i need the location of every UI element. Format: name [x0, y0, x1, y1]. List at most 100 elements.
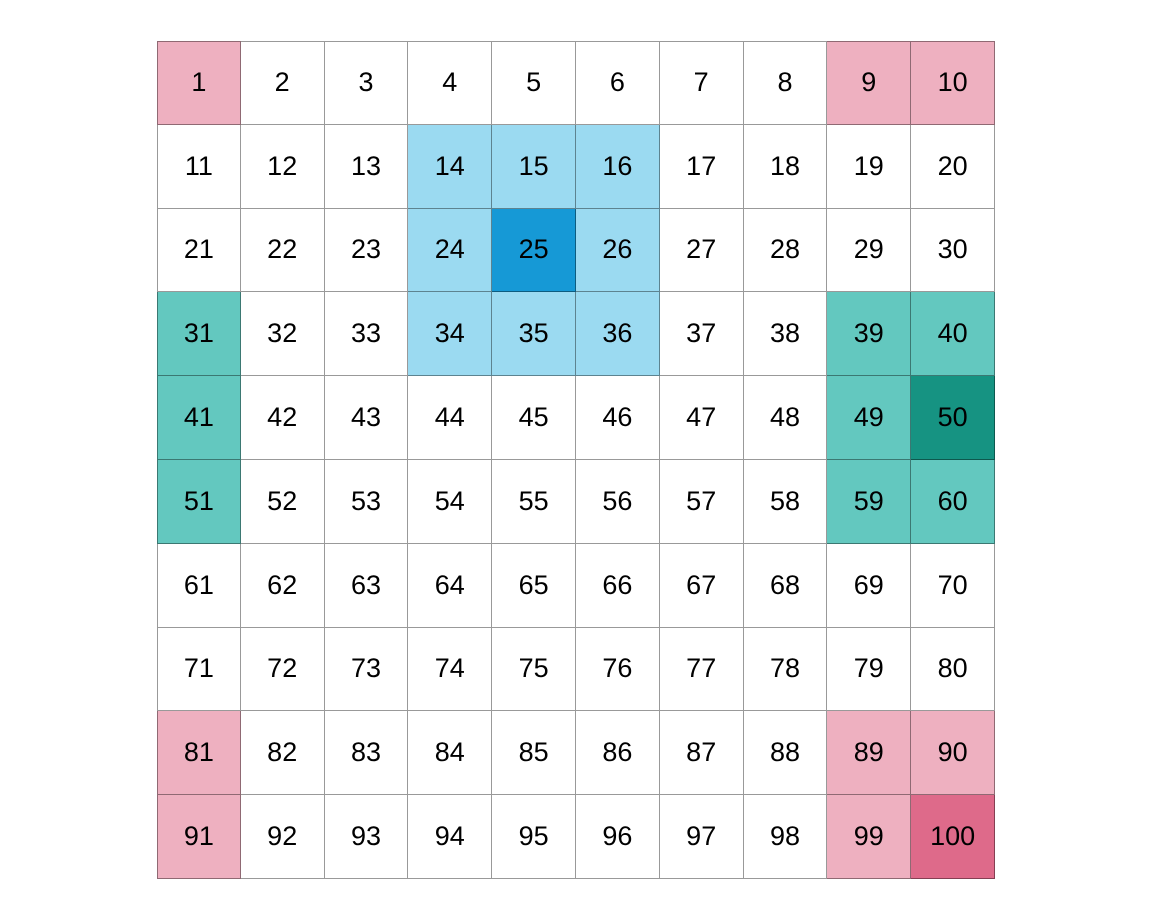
grid-cell: 70	[911, 543, 995, 628]
grid-cell: 77	[659, 627, 744, 712]
grid-cell: 85	[492, 711, 576, 796]
grid-cell: 94	[408, 795, 493, 879]
grid-cell: 2	[240, 41, 325, 125]
grid-cell: 38	[743, 292, 828, 377]
grid-cell: 51	[157, 460, 241, 544]
grid-cell: 55	[492, 460, 576, 544]
grid-cell: 22	[240, 208, 325, 293]
grid-cell: 49	[827, 376, 912, 460]
grid-cell: 100	[911, 795, 995, 879]
grid-cell: 41	[157, 376, 241, 460]
grid-cell: 32	[240, 292, 325, 377]
grid-cell: 89	[827, 711, 912, 796]
grid-cell: 29	[827, 208, 912, 293]
grid-cell: 34	[408, 292, 493, 377]
grid-cell: 87	[659, 711, 744, 796]
grid-cell: 26	[576, 208, 660, 293]
grid-cell: 48	[743, 376, 828, 460]
grid-cell: 96	[576, 795, 660, 879]
grid-cell: 11	[157, 124, 241, 209]
grid-cell: 15	[492, 124, 576, 209]
grid-cell: 95	[492, 795, 576, 879]
grid-cell: 68	[743, 543, 828, 628]
grid-cell: 19	[827, 124, 912, 209]
grid-cell: 16	[576, 124, 660, 209]
grid-cell: 50	[911, 376, 995, 460]
grid-cell: 64	[408, 543, 493, 628]
grid-cell: 46	[576, 376, 660, 460]
grid-cell: 71	[157, 627, 241, 712]
grid-cell: 98	[743, 795, 828, 879]
grid-cell: 82	[240, 711, 325, 796]
grid-cell: 20	[911, 124, 995, 209]
grid-cell: 28	[743, 208, 828, 293]
grid-cell: 3	[324, 41, 409, 125]
grid-cell: 84	[408, 711, 493, 796]
grid-cell: 27	[659, 208, 744, 293]
grid-cell: 35	[492, 292, 576, 377]
grid-cell: 25	[492, 208, 576, 293]
grid-cell: 30	[911, 208, 995, 293]
grid-cell: 21	[157, 208, 241, 293]
number-grid: 1 2 3 4 5 6 7 8 9 10 11 12 13 14 15 16 17 18 19 20 21 22 23 24 2…	[157, 41, 995, 879]
grid-cell: 23	[324, 208, 409, 293]
grid-cell: 37	[659, 292, 744, 377]
grid-cell: 4	[408, 41, 493, 125]
grid-cell: 74	[408, 627, 493, 712]
grid-cell: 10	[911, 41, 995, 125]
grid-cell: 54	[408, 460, 493, 544]
grid-cell: 42	[240, 376, 325, 460]
grid-cell: 67	[659, 543, 744, 628]
grid-cell: 88	[743, 711, 828, 796]
grid-cell: 62	[240, 543, 325, 628]
grid-cell: 73	[324, 627, 409, 712]
grid-cell: 78	[743, 627, 828, 712]
grid-cell: 45	[492, 376, 576, 460]
grid-cell: 33	[324, 292, 409, 377]
grid-cell: 31	[157, 292, 241, 377]
grid-cell: 57	[659, 460, 744, 544]
grid-cell: 53	[324, 460, 409, 544]
grid-cell: 83	[324, 711, 409, 796]
grid-cell: 56	[576, 460, 660, 544]
grid-cell: 99	[827, 795, 912, 879]
grid-cell: 44	[408, 376, 493, 460]
grid-cell: 65	[492, 543, 576, 628]
grid-cell: 39	[827, 292, 912, 377]
grid-cell: 66	[576, 543, 660, 628]
grid-cell: 7	[659, 41, 744, 125]
grid-cell: 63	[324, 543, 409, 628]
grid-cell: 1	[157, 41, 241, 125]
grid-cell: 69	[827, 543, 912, 628]
grid-cell: 86	[576, 711, 660, 796]
grid-cell: 60	[911, 460, 995, 544]
grid-cell: 75	[492, 627, 576, 712]
grid-cell: 40	[911, 292, 995, 377]
grid-cell: 8	[743, 41, 828, 125]
grid-cell: 14	[408, 124, 493, 209]
grid-cell: 79	[827, 627, 912, 712]
grid-cell: 47	[659, 376, 744, 460]
grid-cell: 90	[911, 711, 995, 796]
grid-cell: 6	[576, 41, 660, 125]
grid-cell: 36	[576, 292, 660, 377]
grid-cell: 43	[324, 376, 409, 460]
grid-cell: 91	[157, 795, 241, 879]
grid-cell: 80	[911, 627, 995, 712]
grid-cell: 9	[827, 41, 912, 125]
grid-cell: 61	[157, 543, 241, 628]
grid-cell: 72	[240, 627, 325, 712]
grid-cell: 13	[324, 124, 409, 209]
grid-cell: 58	[743, 460, 828, 544]
grid-cell: 76	[576, 627, 660, 712]
grid-cell: 24	[408, 208, 493, 293]
grid-cell: 59	[827, 460, 912, 544]
grid-cell: 52	[240, 460, 325, 544]
grid-cell: 92	[240, 795, 325, 879]
grid-cell: 93	[324, 795, 409, 879]
grid-cell: 81	[157, 711, 241, 796]
grid-cell: 97	[659, 795, 744, 879]
grid-cell: 12	[240, 124, 325, 209]
grid-cell: 18	[743, 124, 828, 209]
grid-cell: 5	[492, 41, 576, 125]
